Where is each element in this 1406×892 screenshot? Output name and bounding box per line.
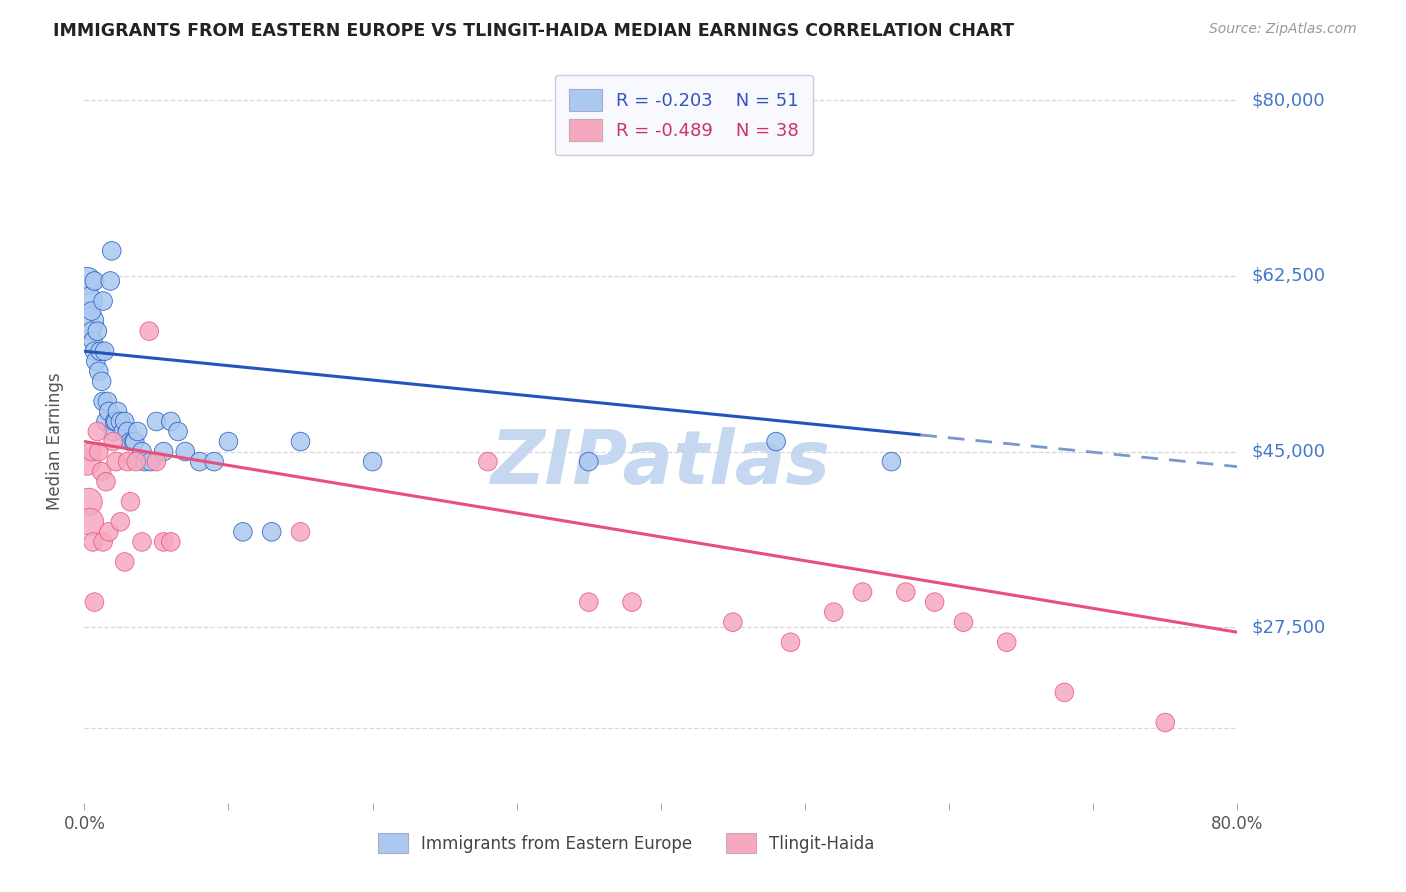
Point [823, 605, 845, 619]
Point [232, 524, 254, 539]
Point [1053, 685, 1076, 699]
Point [152, 444, 174, 458]
Point [361, 454, 384, 469]
Point [120, 494, 142, 508]
Point [90, 465, 112, 479]
Point [90, 374, 112, 388]
Point [91, 534, 114, 549]
Point [86, 425, 108, 439]
Point [167, 425, 190, 439]
Point [131, 534, 153, 549]
Point [80, 444, 103, 458]
Point [578, 595, 600, 609]
Point [924, 595, 946, 609]
Point [188, 454, 211, 469]
Text: $80,000: $80,000 [1251, 91, 1324, 110]
Point [110, 414, 132, 428]
Point [89, 344, 111, 359]
Point [1154, 715, 1177, 730]
Point [127, 425, 149, 439]
Point [94, 414, 117, 428]
Text: $62,500: $62,500 [1251, 267, 1326, 285]
Point [83, 344, 105, 359]
Point [87, 444, 110, 458]
Legend: Immigrants from Eastern Europe, Tlingit-Haida: Immigrants from Eastern Europe, Tlingit-… [364, 820, 887, 867]
Point [120, 434, 142, 449]
Point [880, 454, 903, 469]
Point [621, 595, 644, 609]
Point [131, 444, 153, 458]
Point [83, 595, 105, 609]
Point [91, 394, 114, 409]
Point [105, 454, 128, 469]
Point [105, 414, 128, 428]
Point [721, 615, 744, 630]
Text: ZIPatlas: ZIPatlas [491, 426, 831, 500]
Point [125, 454, 148, 469]
Point [80, 304, 103, 318]
Point [852, 585, 875, 599]
Point [145, 454, 167, 469]
Text: $27,500: $27,500 [1251, 618, 1326, 636]
Point [117, 425, 139, 439]
Point [122, 434, 145, 449]
Point [112, 425, 135, 439]
Point [107, 404, 129, 418]
Text: $45,000: $45,000 [1251, 442, 1326, 460]
Point [124, 434, 146, 449]
Point [83, 274, 105, 288]
Point [152, 534, 174, 549]
Point [82, 534, 104, 549]
Point [114, 555, 136, 569]
Point [87, 364, 110, 378]
Point [139, 454, 162, 469]
Point [218, 434, 240, 449]
Point [94, 475, 117, 489]
Point [104, 414, 127, 428]
Point [103, 425, 124, 439]
Point [160, 414, 183, 428]
Point [82, 334, 104, 348]
Point [76, 274, 98, 288]
Point [93, 344, 115, 359]
Point [103, 434, 124, 449]
Point [202, 454, 225, 469]
Point [79, 314, 101, 328]
Point [77, 494, 100, 508]
Y-axis label: Median Earnings: Median Earnings [45, 373, 63, 510]
Point [114, 414, 136, 428]
Point [80, 324, 103, 338]
Point [110, 515, 132, 529]
Point [76, 454, 98, 469]
Point [174, 444, 197, 458]
Text: Source: ZipAtlas.com: Source: ZipAtlas.com [1209, 22, 1357, 37]
Point [97, 524, 120, 539]
Point [290, 524, 312, 539]
Point [97, 404, 120, 418]
Point [96, 394, 118, 409]
Point [145, 414, 167, 428]
Point [138, 324, 160, 338]
Point [117, 454, 139, 469]
Point [84, 354, 107, 368]
Text: IMMIGRANTS FROM EASTERN EUROPE VS TLINGIT-HAIDA MEDIAN EARNINGS CORRELATION CHAR: IMMIGRANTS FROM EASTERN EUROPE VS TLINGI… [53, 22, 1015, 40]
Point [765, 434, 787, 449]
Point [779, 635, 801, 649]
Point [98, 274, 121, 288]
Point [578, 454, 600, 469]
Point [260, 524, 283, 539]
Point [86, 324, 108, 338]
Point [995, 635, 1018, 649]
Point [91, 293, 114, 308]
Point [160, 534, 183, 549]
Point [894, 585, 917, 599]
Point [77, 293, 100, 308]
Point [290, 434, 312, 449]
Point [477, 454, 499, 469]
Point [100, 244, 122, 258]
Point [79, 515, 101, 529]
Point [952, 615, 974, 630]
Point [134, 454, 156, 469]
